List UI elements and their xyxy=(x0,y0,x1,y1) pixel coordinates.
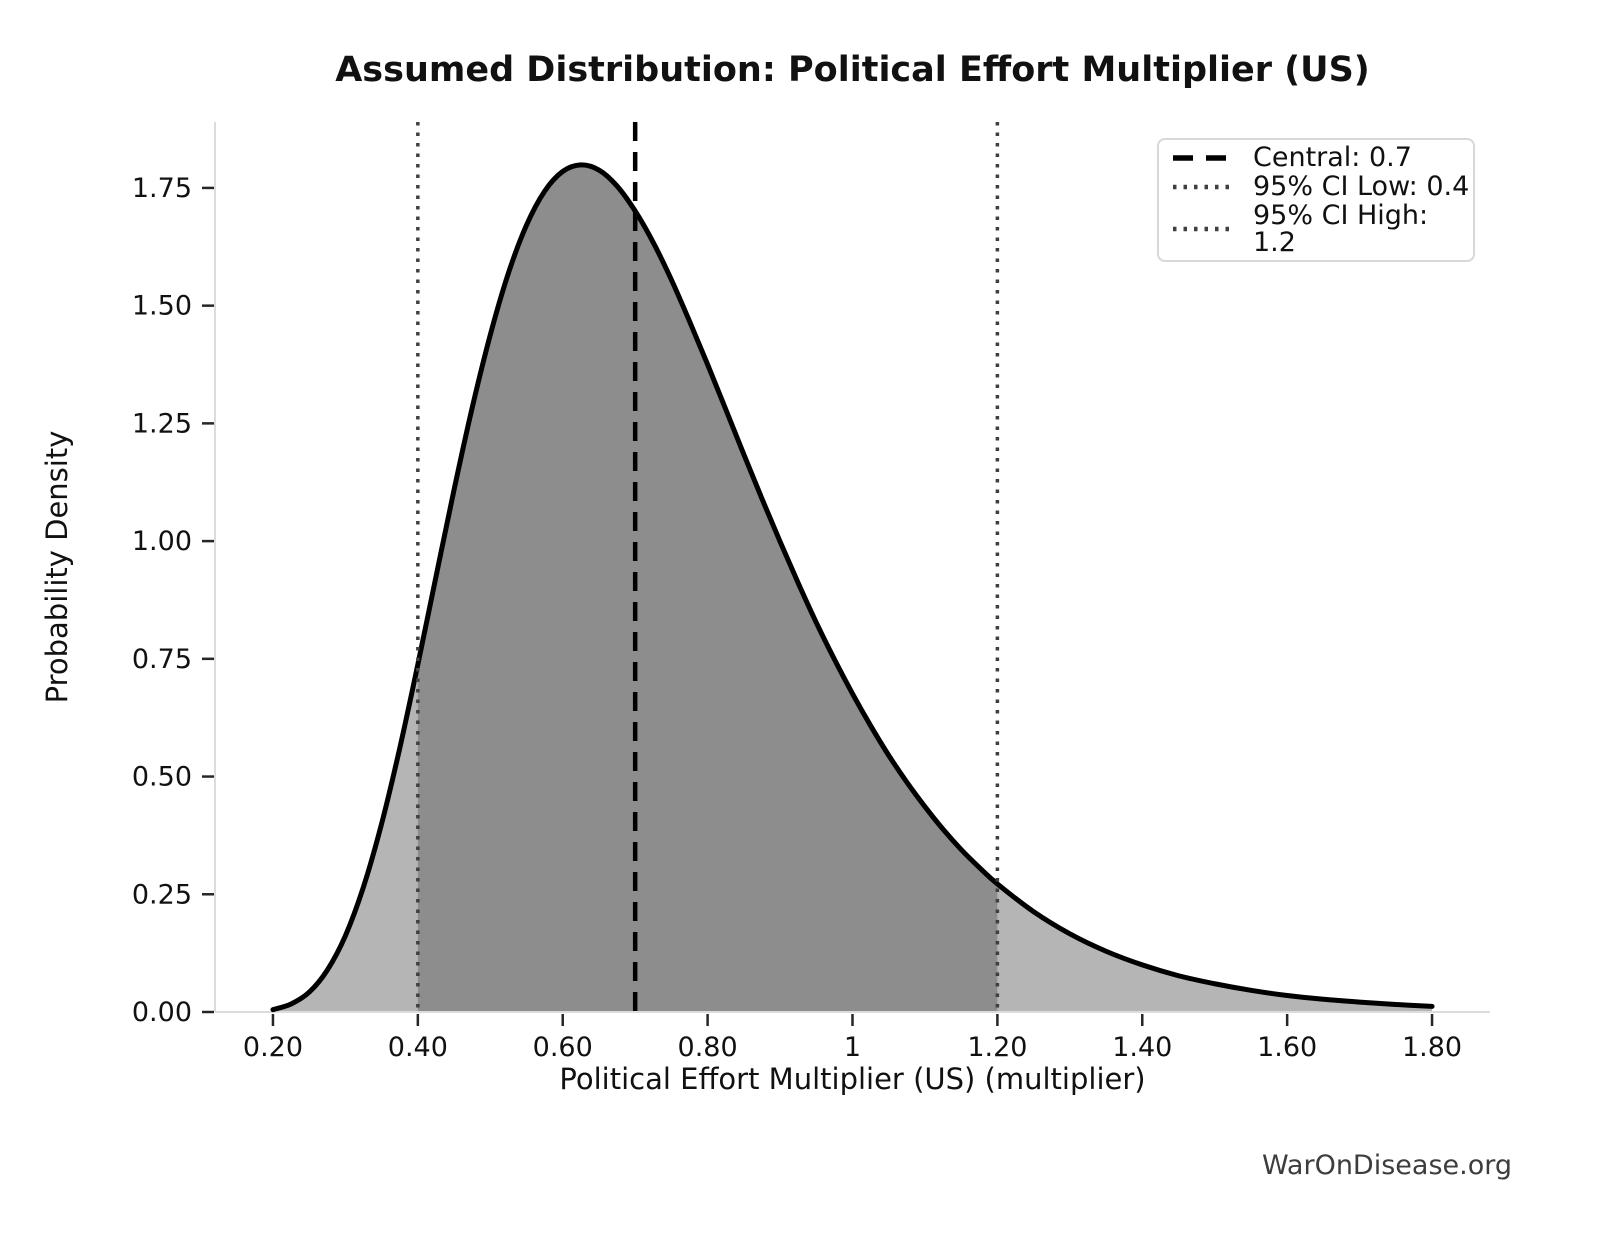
dotted-line-sample xyxy=(1173,184,1235,189)
x-tick-label: 0.60 xyxy=(533,1032,593,1063)
y-axis-label: Probability Density xyxy=(40,430,74,704)
x-tick-label: 1.60 xyxy=(1257,1032,1317,1063)
x-tick-label: 0.40 xyxy=(388,1032,448,1063)
dashed-line-sample xyxy=(1173,154,1235,161)
watermark: WarOnDisease.org xyxy=(1261,1150,1512,1181)
x-tick-label: 1 xyxy=(844,1032,861,1063)
y-tick-label: 1.00 xyxy=(132,526,192,557)
legend: Central: 0.7 95% CI Low: 0.4 95% CI High… xyxy=(1157,138,1475,262)
x-tick-label: 0.80 xyxy=(678,1032,738,1063)
x-tick-label: 1.80 xyxy=(1402,1032,1462,1063)
chart-title: Assumed Distribution: Political Effort M… xyxy=(335,50,1370,90)
x-tick-label: 0.20 xyxy=(243,1032,303,1063)
y-tick-label: 1.75 xyxy=(132,173,192,204)
legend-label: 95% CI High: 1.2 xyxy=(1253,200,1429,258)
legend-item-central: Central: 0.7 xyxy=(1159,144,1473,171)
legend-label: Central: 0.7 xyxy=(1253,142,1412,173)
x-tick-label: 1.20 xyxy=(967,1032,1027,1063)
legend-label: 95% CI Low: 0.4 xyxy=(1253,171,1470,202)
density-fill-ci xyxy=(417,164,998,1013)
y-tick-label: 0.25 xyxy=(132,879,192,910)
x-tick-label: 1.40 xyxy=(1112,1032,1172,1063)
legend-item-ci-low: 95% CI Low: 0.4 xyxy=(1159,173,1473,200)
legend-item-ci-high: 95% CI High: 1.2 xyxy=(1159,202,1473,256)
dotted-line-sample xyxy=(1173,226,1235,232)
y-tick-label: 1.25 xyxy=(132,408,192,439)
x-axis-label: Political Effort Multiplier (US) (multip… xyxy=(559,1062,1146,1096)
y-tick-label: 0.00 xyxy=(132,997,192,1028)
y-tick-label: 0.50 xyxy=(132,762,192,793)
y-tick-label: 1.50 xyxy=(132,291,192,322)
y-tick-label: 0.75 xyxy=(132,644,192,675)
density-curve xyxy=(270,162,1435,1013)
